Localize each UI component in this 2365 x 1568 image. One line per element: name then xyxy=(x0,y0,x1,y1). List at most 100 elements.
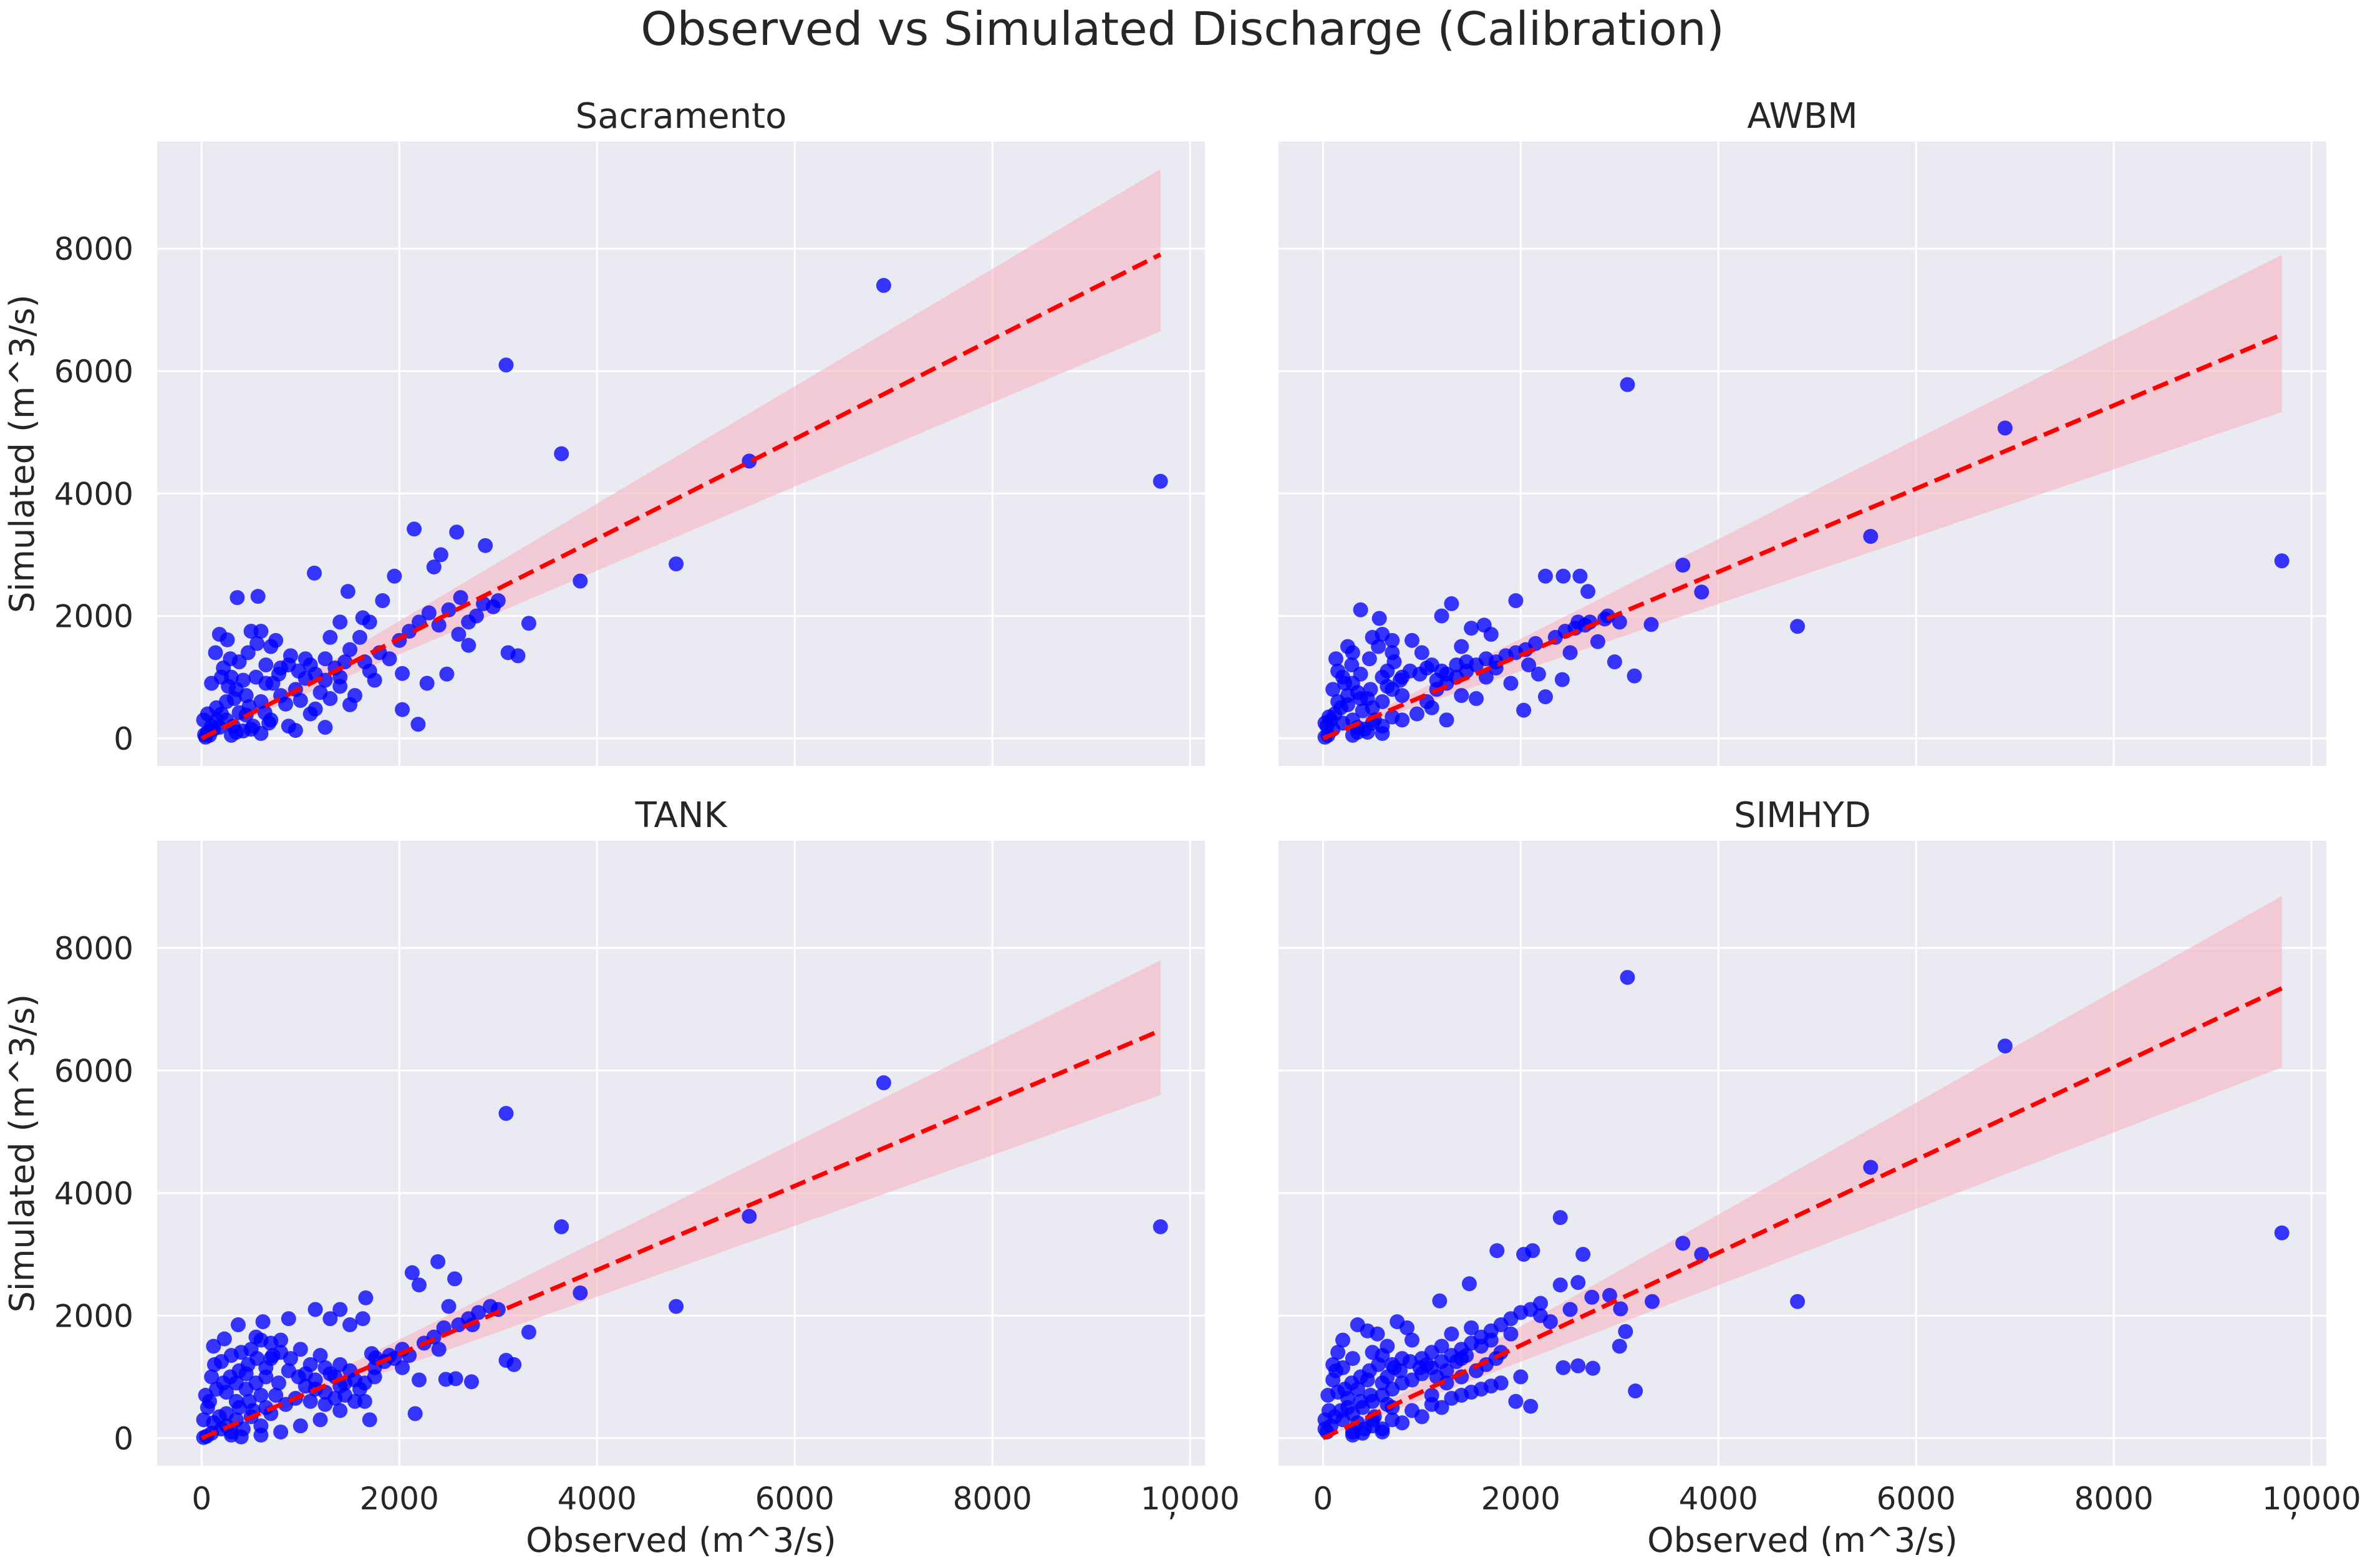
regression-line xyxy=(200,1028,1162,1441)
data-point xyxy=(1360,1372,1375,1388)
data-point xyxy=(332,1403,348,1418)
data-point xyxy=(342,1317,358,1333)
panel-title: Sacramento xyxy=(576,96,787,137)
data-point xyxy=(1335,669,1351,685)
data-point xyxy=(263,712,279,728)
x-tick-label: 2000 xyxy=(360,1481,439,1517)
data-point xyxy=(554,1219,569,1234)
data-point xyxy=(268,1388,284,1403)
data-point xyxy=(1554,672,1570,687)
data-point xyxy=(1863,528,1879,544)
data-point xyxy=(322,1311,338,1327)
data-point xyxy=(1444,1326,1459,1342)
data-point xyxy=(1414,1409,1429,1425)
x-tick-label: 10000 xyxy=(1141,1481,1240,1517)
data-point xyxy=(1340,1390,1355,1406)
data-point xyxy=(1434,1400,1449,1415)
data-point xyxy=(1612,614,1627,630)
x-axis-label: Observed (m^3/s) xyxy=(1647,1521,1958,1560)
data-point xyxy=(521,1324,536,1340)
data-point xyxy=(1395,688,1410,704)
data-point xyxy=(291,663,306,679)
data-point xyxy=(1464,621,1479,636)
data-point xyxy=(1597,611,1613,627)
data-point xyxy=(1613,1301,1628,1317)
data-point xyxy=(1516,702,1532,718)
data-point xyxy=(1371,611,1387,626)
data-point xyxy=(1552,1210,1568,1226)
data-point xyxy=(1439,712,1454,728)
data-point xyxy=(1570,1358,1586,1373)
data-point xyxy=(1459,654,1474,670)
regression-line xyxy=(200,252,1162,740)
data-point xyxy=(288,723,303,738)
data-point xyxy=(218,1385,234,1400)
data-point xyxy=(271,1375,286,1391)
data-point xyxy=(1464,1320,1479,1335)
data-point xyxy=(340,584,355,599)
data-point xyxy=(1439,666,1454,682)
data-point xyxy=(410,717,426,732)
data-point xyxy=(742,1209,757,1224)
data-point xyxy=(1328,651,1343,667)
data-point xyxy=(395,702,410,717)
data-point xyxy=(1508,593,1524,609)
x-tick-label: 10000 xyxy=(2262,1481,2361,1517)
data-point xyxy=(1390,1314,1405,1330)
data-point xyxy=(231,1400,247,1415)
data-point xyxy=(312,1412,328,1428)
y-tick-label: 4000 xyxy=(54,476,133,512)
data-point xyxy=(471,1305,486,1320)
data-point xyxy=(307,565,322,581)
panel-title: TANK xyxy=(635,795,728,836)
data-point xyxy=(447,1271,463,1287)
data-point xyxy=(521,616,536,631)
data-point xyxy=(1325,1372,1341,1388)
data-point xyxy=(1350,1382,1365,1397)
data-point xyxy=(1997,420,2013,436)
data-point xyxy=(1531,666,1546,682)
data-point xyxy=(498,357,514,373)
data-point xyxy=(1345,1351,1360,1367)
data-point xyxy=(1434,608,1449,624)
data-point xyxy=(1694,584,1710,600)
data-point xyxy=(1392,1363,1408,1378)
data-point xyxy=(1562,1302,1578,1317)
data-point xyxy=(1675,1236,1691,1251)
data-point xyxy=(2274,553,2290,569)
data-point xyxy=(245,719,261,734)
data-point xyxy=(407,1406,423,1421)
data-point xyxy=(1404,632,1419,648)
data-point xyxy=(461,614,476,630)
data-point xyxy=(1528,636,1544,651)
data-point xyxy=(1404,1332,1419,1348)
data-point xyxy=(1345,1427,1360,1443)
data-point xyxy=(253,1332,269,1348)
data-point xyxy=(1444,596,1459,611)
data-point xyxy=(1321,1403,1337,1418)
data-point xyxy=(1386,654,1402,670)
data-point xyxy=(1317,1421,1333,1437)
data-point xyxy=(358,1290,374,1305)
data-point xyxy=(1375,1375,1390,1391)
data-point xyxy=(1555,1360,1571,1375)
data-point xyxy=(200,1400,215,1415)
data-point xyxy=(382,651,397,667)
data-point xyxy=(2274,1225,2290,1241)
data-point xyxy=(322,629,338,645)
data-point xyxy=(1385,632,1400,648)
data-point xyxy=(317,651,333,667)
data-point xyxy=(1385,709,1400,725)
panel-title: AWBM xyxy=(1747,96,1857,137)
data-point xyxy=(230,1317,246,1333)
data-point xyxy=(317,1360,333,1375)
data-point xyxy=(1340,697,1355,712)
data-point xyxy=(1419,1357,1434,1372)
data-point xyxy=(1675,558,1691,573)
data-point xyxy=(375,593,390,609)
data-point xyxy=(1542,1314,1558,1330)
data-point xyxy=(669,1299,684,1314)
data-point xyxy=(1552,1277,1568,1293)
data-point xyxy=(1360,691,1375,707)
data-point xyxy=(342,642,358,657)
